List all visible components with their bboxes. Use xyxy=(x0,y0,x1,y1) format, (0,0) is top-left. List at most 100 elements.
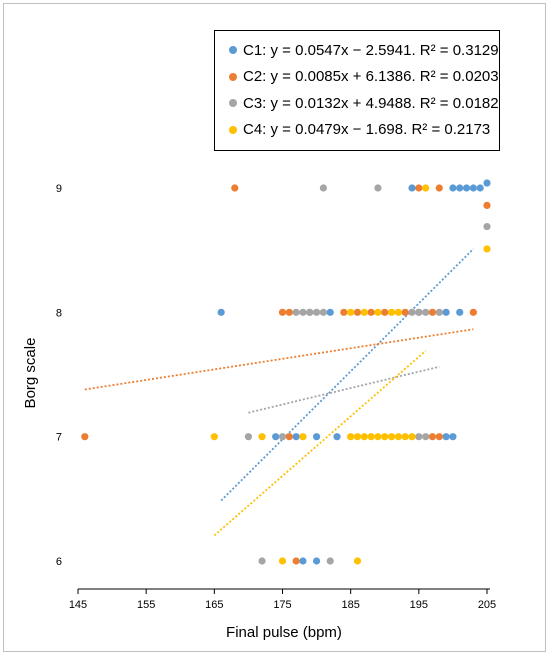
data-point-c4 xyxy=(394,433,402,441)
y-tick-label: 9 xyxy=(56,183,62,195)
data-point-c1 xyxy=(483,179,491,187)
data-point-c4 xyxy=(360,308,368,316)
data-point-c2 xyxy=(353,308,362,316)
legend-marker-c3 xyxy=(229,99,237,108)
data-points xyxy=(81,179,491,565)
data-point-c3 xyxy=(408,308,416,316)
data-point-c4 xyxy=(210,433,218,441)
data-point-c1 xyxy=(442,433,450,441)
data-point-c1 xyxy=(217,308,225,316)
x-axis-label: Final pulse (bpm) xyxy=(226,624,342,641)
data-point-c2 xyxy=(415,184,423,192)
data-point-c1 xyxy=(456,184,464,192)
data-point-c3 xyxy=(422,433,430,441)
data-point-c4 xyxy=(374,308,382,316)
data-point-c4 xyxy=(353,557,362,565)
data-point-c1 xyxy=(326,308,334,316)
data-point-c4 xyxy=(367,433,375,441)
legend: C1: y = 0.0547x − 2.5941. R² = 0.3129 C2:… xyxy=(214,30,500,151)
data-point-c1 xyxy=(449,184,457,192)
data-point-c1 xyxy=(449,433,457,441)
y-tick-label: 6 xyxy=(56,556,62,568)
data-point-c4 xyxy=(347,308,355,316)
data-point-c3 xyxy=(415,308,423,316)
legend-marker-c1 xyxy=(229,46,237,55)
data-point-c3 xyxy=(435,308,443,316)
data-point-c3 xyxy=(415,433,423,441)
series-c3 xyxy=(244,184,491,565)
data-point-c1 xyxy=(292,433,300,441)
data-point-c3 xyxy=(319,308,327,316)
data-point-c2 xyxy=(285,433,293,441)
trendline-c1 xyxy=(220,248,475,502)
data-point-c4 xyxy=(387,308,396,316)
data-point-c1 xyxy=(299,557,307,565)
data-point-c2 xyxy=(435,433,443,441)
legend-entry-c3: C3: y = 0.0132x + 4.9488. R² = 0.0182 xyxy=(229,90,499,117)
data-point-c2 xyxy=(367,308,375,316)
x-tick-label: 165 xyxy=(205,599,223,611)
data-point-c2 xyxy=(469,308,477,316)
data-point-c4 xyxy=(347,433,355,441)
data-point-c2 xyxy=(428,308,437,316)
data-point-c3 xyxy=(278,433,287,441)
data-point-c3 xyxy=(299,308,307,316)
x-tick-label: 185 xyxy=(341,599,359,611)
data-point-c1 xyxy=(272,433,280,441)
legend-entry-c4: C4: y = 0.0479x − 1.698. R² = 0.2173 xyxy=(229,117,499,144)
trendline-c4 xyxy=(213,350,427,537)
data-point-c2 xyxy=(435,184,443,192)
legend-marker-c2 xyxy=(229,72,237,81)
data-point-c1 xyxy=(333,433,341,441)
data-point-c2 xyxy=(231,184,239,192)
data-point-c1 xyxy=(476,184,484,192)
data-point-c3 xyxy=(312,308,321,316)
series-c4 xyxy=(210,184,491,565)
data-point-c3 xyxy=(258,557,266,565)
data-point-c4 xyxy=(422,184,430,192)
data-point-c4 xyxy=(299,433,307,441)
y-axis-label: Borg scale xyxy=(22,338,39,409)
data-point-c2 xyxy=(483,201,491,210)
data-point-c2 xyxy=(285,308,293,316)
x-tick-label: 175 xyxy=(273,599,291,611)
data-point-c1 xyxy=(462,184,471,192)
data-point-c2 xyxy=(292,557,300,565)
data-point-c3 xyxy=(374,184,382,192)
data-point-c2 xyxy=(401,308,409,316)
x-tick-label: 195 xyxy=(410,599,428,611)
legend-label-c1: C1: y = 0.0547x − 2.5941. R² = 0.3129 xyxy=(243,41,499,59)
trendline-c2 xyxy=(84,328,474,391)
x-tick-label: 145 xyxy=(69,599,87,611)
data-point-c4 xyxy=(483,245,491,253)
data-point-c1 xyxy=(442,308,450,316)
data-point-c1 xyxy=(312,433,321,441)
data-point-c2 xyxy=(381,308,389,316)
data-point-c2 xyxy=(81,433,89,441)
data-point-c1 xyxy=(456,308,464,316)
data-point-c4 xyxy=(387,433,396,441)
data-point-c1 xyxy=(469,184,477,192)
data-point-c4 xyxy=(401,433,409,441)
trendlines xyxy=(84,248,475,537)
data-point-c4 xyxy=(278,557,287,565)
data-point-c1 xyxy=(408,184,416,192)
data-point-c1 xyxy=(312,557,321,565)
data-point-c4 xyxy=(394,308,402,316)
data-point-c4 xyxy=(353,433,362,441)
data-point-c4 xyxy=(408,433,416,441)
legend-label-c2: C2: y = 0.0085x + 6.1386. R² = 0.0203 xyxy=(243,68,499,86)
legend-entry-c1: C1: y = 0.0547x − 2.5941. R² = 0.3129 xyxy=(229,37,499,64)
data-point-c4 xyxy=(360,433,368,441)
data-point-c3 xyxy=(306,308,314,316)
legend-label-c4: C4: y = 0.0479x − 1.698. R² = 0.2173 xyxy=(243,121,491,139)
legend-label-c3: C3: y = 0.0132x + 4.9488. R² = 0.0182 xyxy=(243,94,499,112)
data-point-c3 xyxy=(244,433,253,441)
data-point-c4 xyxy=(374,433,382,441)
x-tick-label: 155 xyxy=(137,599,155,611)
legend-marker-c4 xyxy=(229,125,237,134)
axes: 145 155 165 175 185 195 205 6 7 8 9 xyxy=(56,183,496,611)
series-c2 xyxy=(81,184,491,565)
data-point-c3 xyxy=(422,308,430,316)
